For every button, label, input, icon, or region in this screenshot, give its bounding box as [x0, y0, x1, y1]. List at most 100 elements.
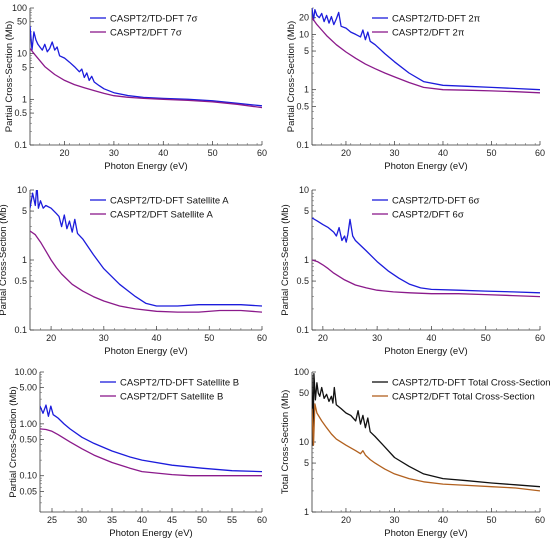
- chart-panel-6: 20 30 40 50 60 1 5 10 50 100 Photon Energy (eV) Tot…: [280, 367, 550, 539]
- y-tick-label: 100: [12, 3, 27, 13]
- y-tick-label: 1: [304, 255, 309, 265]
- x-tick-label: 40: [426, 333, 436, 343]
- x-tick-label: 40: [438, 148, 448, 158]
- y-tick-label: 10: [299, 437, 309, 447]
- x-tick-label: 45: [167, 515, 177, 525]
- x-tick-label: 60: [535, 148, 545, 158]
- x-axis-label: Photon Energy (eV): [384, 528, 467, 539]
- y-tick-label: 0.1: [14, 140, 27, 150]
- series-line-1: [30, 190, 262, 307]
- y-tick-label: 50: [17, 17, 27, 27]
- y-tick-label: 0.1: [296, 325, 309, 335]
- series-line-1: [312, 217, 540, 294]
- x-tick-label: 60: [535, 515, 545, 525]
- x-axis-label: Photon Energy (eV): [109, 528, 192, 539]
- y-tick-label: 0.50: [19, 434, 37, 444]
- y-tick-label: 0.5: [14, 276, 27, 286]
- x-tick-label: 50: [486, 148, 496, 158]
- y-tick-label: 1: [22, 255, 27, 265]
- x-tick-label: 60: [257, 148, 267, 158]
- chart-panel-3: 20 30 40 50 60 0.1 0.5 1 5 10 Photon Energy (eV) Pa…: [0, 185, 267, 357]
- x-tick-label: 55: [227, 515, 237, 525]
- y-tick-label: 10: [299, 29, 309, 39]
- y-tick-label: 20: [299, 13, 309, 23]
- chart-panel-4: 20 30 40 50 60 0.1 0.5 1 5 10 Photon Energy (eV) Pa…: [280, 185, 545, 357]
- x-tick-label: 20: [46, 333, 56, 343]
- legend-entry: CASPT2/TD-DFT 6σ: [392, 196, 480, 207]
- legend-entry: CASPT2/DFT Satellite B: [120, 392, 223, 403]
- legend-entry: CASPT2/DFT 7σ: [110, 28, 182, 39]
- y-tick-label: 0.10: [19, 471, 37, 481]
- x-tick-label: 30: [389, 515, 399, 525]
- y-tick-label: 5: [22, 62, 27, 72]
- legend-entry: CASPT2/TD-DFT Satellite B: [120, 378, 239, 389]
- y-tick-label: 0.1: [14, 325, 27, 335]
- y-tick-label: 1: [304, 85, 309, 95]
- x-tick-label: 60: [535, 333, 545, 343]
- x-tick-label: 20: [318, 333, 328, 343]
- x-tick-label: 30: [109, 148, 119, 158]
- y-tick-label: 5: [304, 206, 309, 216]
- y-axis-label: Partial Cross-Section (Mb): [4, 21, 15, 132]
- y-tick-label: 10.00: [14, 367, 37, 377]
- x-axis-label: Photon Energy (eV): [384, 346, 467, 357]
- x-tick-label: 20: [341, 148, 351, 158]
- y-axis-label: Partial Cross-Section (Mb): [0, 204, 9, 315]
- y-tick-label: 1.00: [19, 419, 37, 429]
- y-tick-label: 10: [299, 185, 309, 195]
- series-line-2: [312, 403, 540, 492]
- x-tick-label: 40: [158, 148, 168, 158]
- y-tick-label: 0.5: [296, 101, 309, 111]
- x-axis-label: Photon Energy (eV): [384, 161, 467, 172]
- y-tick-label: 5.00: [19, 383, 37, 393]
- series-line-1: [312, 8, 540, 91]
- x-tick-label: 50: [481, 333, 491, 343]
- x-tick-label: 50: [486, 515, 496, 525]
- x-tick-label: 50: [197, 515, 207, 525]
- x-tick-label: 30: [389, 148, 399, 158]
- y-tick-label: 0.5: [296, 276, 309, 286]
- legend-entry: CASPT2/DFT Satellite A: [110, 210, 213, 221]
- legend-entry: CASPT2/TD-DFT 2π: [392, 14, 481, 25]
- series-line-2: [40, 428, 262, 477]
- y-tick-label: 0.5: [14, 108, 27, 118]
- legend-entry: CASPT2/DFT Total Cross-Section: [392, 392, 535, 403]
- y-tick-label: 5: [304, 46, 309, 56]
- x-tick-label: 20: [341, 515, 351, 525]
- legend-entry: CASPT2/TD-DFT Satellite A: [110, 196, 229, 207]
- y-tick-label: 5: [304, 458, 309, 468]
- x-tick-label: 35: [107, 515, 117, 525]
- y-tick-label: 50: [299, 388, 309, 398]
- x-tick-label: 50: [208, 148, 218, 158]
- legend-entry: CASPT2/DFT 6σ: [392, 210, 464, 221]
- y-tick-label: 1: [22, 94, 27, 104]
- y-axis-label: Partial Cross-Section (Mb): [280, 204, 291, 315]
- series-line-1: [30, 26, 262, 107]
- x-tick-label: 30: [77, 515, 87, 525]
- series-line-2: [312, 259, 540, 298]
- y-tick-label: 10: [17, 185, 27, 195]
- y-tick-label: 0.05: [19, 486, 37, 496]
- series-line-1: [40, 404, 262, 473]
- x-tick-label: 50: [204, 333, 214, 343]
- series-line-2: [312, 17, 540, 94]
- y-axis-label: Partial Cross-Section (Mb): [286, 21, 297, 132]
- y-tick-label: 10: [17, 49, 27, 59]
- x-tick-label: 20: [60, 148, 70, 158]
- legend-entry: CASPT2/DFT 2π: [392, 28, 465, 39]
- series-line-2: [30, 48, 262, 109]
- legend-entry: CASPT2/TD-DFT 7σ: [110, 14, 198, 25]
- chart-panel-2: 20 30 40 50 60 0.1 0.5 1 5 10 20 Photon Energy (eV)…: [286, 7, 545, 172]
- x-tick-label: 30: [372, 333, 382, 343]
- chart-panel-5: 25 30 35 40 45 50 55 60 0.05 0.10 0.50 1.00 5.00 10.0…: [8, 367, 267, 539]
- x-axis-label: Photon Energy (eV): [104, 346, 187, 357]
- y-tick-label: 5: [22, 206, 27, 216]
- x-tick-label: 40: [137, 515, 147, 525]
- legend-entry: CASPT2/TD-DFT Total Cross-Section: [392, 378, 550, 389]
- y-axis-label: Total Cross-Section (Mb): [280, 390, 291, 495]
- y-tick-label: 1: [304, 507, 309, 517]
- y-tick-label: 0.1: [296, 140, 309, 150]
- x-tick-label: 40: [152, 333, 162, 343]
- series-line-2: [30, 230, 262, 313]
